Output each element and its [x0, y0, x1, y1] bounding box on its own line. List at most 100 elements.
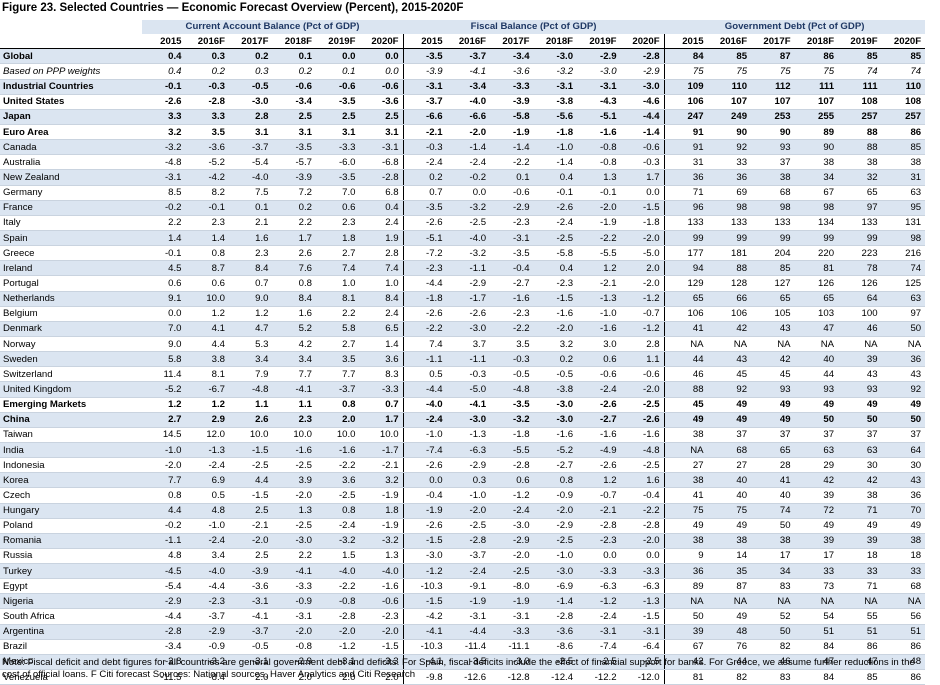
value-cell: -3.5: [490, 397, 534, 413]
year-header-cell: 2018F: [794, 34, 839, 50]
value-cell: 72: [794, 503, 839, 519]
value-cell: 5.2: [272, 321, 316, 337]
value-cell: -2.2: [490, 154, 534, 171]
value-cell: 38: [838, 154, 882, 171]
value-cell: 98: [881, 230, 926, 247]
value-cell: -2.5: [533, 654, 578, 671]
country-name: Mexico: [0, 654, 142, 671]
value-cell: 44: [663, 351, 708, 368]
value-cell: 7.4: [359, 260, 404, 277]
year-header-cell: 2019F: [577, 34, 621, 50]
value-cell: 33: [881, 563, 926, 580]
country-name: Greece: [0, 245, 142, 262]
value-cell: -3.1: [577, 79, 621, 95]
value-cell: 106: [707, 306, 752, 322]
value-cell: 68: [751, 185, 795, 201]
value-cell: -3.4: [272, 94, 316, 110]
value-cell: -3.4: [490, 48, 534, 65]
table-row: Germany 8.5 8.2 7.5 7.2 7.0 6.8 0.7 0.0 -0.6 -0.1-…: [0, 185, 926, 201]
value-cell: 3.3: [142, 109, 186, 125]
value-cell: 0.2: [272, 200, 316, 216]
value-cell: 103: [794, 306, 839, 322]
value-cell: 223: [838, 245, 882, 262]
value-cell: -2.9: [185, 624, 229, 640]
value-cell: 0.7: [359, 397, 404, 413]
value-cell: -2.9: [446, 457, 491, 474]
value-cell: 0.3: [229, 63, 273, 80]
value-cell: 4.8: [185, 503, 229, 519]
value-cell: 1.2: [142, 397, 186, 413]
value-cell: -0.7: [577, 487, 621, 504]
table-row: Emerging Markets 1.2 1.2 1.1 1.1 0.8 0.7 -4.0 -4…: [0, 397, 926, 413]
value-cell: 47: [794, 321, 839, 337]
value-cell: 92: [707, 381, 752, 398]
value-cell: 45: [751, 366, 795, 383]
value-cell: 0.3: [185, 48, 229, 65]
country-name: Japan: [0, 109, 142, 125]
value-cell: -1.5: [359, 639, 404, 655]
value-cell: 39: [663, 624, 708, 640]
value-cell: 30: [881, 457, 926, 474]
value-cell: -5.2: [185, 154, 229, 171]
value-cell: -0.1: [533, 185, 578, 201]
country-name: Brazil: [0, 639, 142, 655]
value-cell: -3.3: [359, 654, 404, 671]
value-cell: 63: [838, 442, 882, 459]
value-cell: -4.0: [185, 563, 229, 580]
value-cell: 1.1: [620, 351, 665, 368]
value-cell: 51: [794, 624, 839, 640]
value-cell: -2.9: [142, 593, 186, 610]
value-cell: 0.6: [316, 200, 360, 216]
table-body: 2015 2016F 2017F 2018F 2019F 2020F 2015 2016F 20…: [0, 34, 926, 685]
value-cell: -2.0: [620, 381, 665, 398]
value-cell: 1.3: [577, 169, 621, 186]
country-name: United States: [0, 94, 142, 110]
value-cell: -3.3: [490, 624, 534, 640]
value-cell: 85: [751, 260, 795, 277]
value-cell: 5.8: [316, 321, 360, 337]
value-cell: 49: [881, 518, 926, 534]
table-row: Argentina -2.8 -2.9 -3.7 -2.0 -2.0 -2.0 -4.1 -4.…: [0, 624, 926, 640]
value-cell: 9.1: [142, 291, 186, 307]
value-cell: -0.6: [490, 185, 534, 201]
value-cell: 3.1: [316, 124, 360, 141]
value-cell: -2.8: [185, 94, 229, 110]
value-cell: 0.2: [402, 169, 447, 186]
value-cell: 40: [707, 472, 752, 489]
value-cell: -3.0: [272, 533, 316, 549]
value-cell: -4.4: [402, 381, 447, 398]
value-cell: 44: [794, 366, 839, 383]
value-cell: 14.5: [142, 427, 186, 443]
group-header-row: Current Account Balance (Pct of GDP) Fis…: [0, 20, 926, 35]
value-cell: -3.6: [185, 139, 229, 156]
value-cell: -2.4: [402, 412, 447, 428]
value-cell: -5.4: [229, 154, 273, 171]
value-cell: -2.2: [620, 503, 665, 519]
value-cell: 2.5: [316, 109, 360, 125]
value-cell: 38: [707, 533, 752, 549]
table-row: Nigeria -2.9 -2.3 -3.1 -0.9 -0.8 -0.6 -1.5 -1.9-…: [0, 593, 926, 610]
value-cell: 4.7: [229, 321, 273, 337]
value-cell: 87: [707, 578, 752, 595]
value-cell: -2.9: [620, 63, 665, 80]
value-cell: 10.0: [272, 427, 316, 443]
value-cell: NA: [794, 336, 839, 353]
value-cell: -2.8: [142, 624, 186, 640]
value-cell: -1.6: [577, 321, 621, 337]
value-cell: -6.7: [185, 381, 229, 398]
value-cell: -2.4: [490, 503, 534, 519]
value-cell: -3.1: [272, 608, 316, 625]
table-row: United Kingdom -5.2 -6.7 -4.8 -4.1 -3.7 -3.3 -4…: [0, 381, 926, 398]
value-cell: -1.2: [402, 563, 447, 580]
value-cell: 38: [663, 533, 708, 549]
value-cell: -2.3: [185, 593, 229, 610]
value-cell: 65: [751, 291, 795, 307]
value-cell: 36: [707, 169, 752, 186]
table-row: Euro Area 3.2 3.5 3.1 3.1 3.1 3.1 -2.1 -2.0 -1.9-…: [0, 124, 926, 141]
value-cell: -3.0: [490, 654, 534, 671]
value-cell: 34: [794, 169, 839, 186]
value-cell: -4.2: [402, 608, 447, 625]
value-cell: -1.5: [402, 533, 447, 549]
value-cell: 0.3: [446, 472, 491, 489]
value-cell: 0.4: [359, 200, 404, 216]
